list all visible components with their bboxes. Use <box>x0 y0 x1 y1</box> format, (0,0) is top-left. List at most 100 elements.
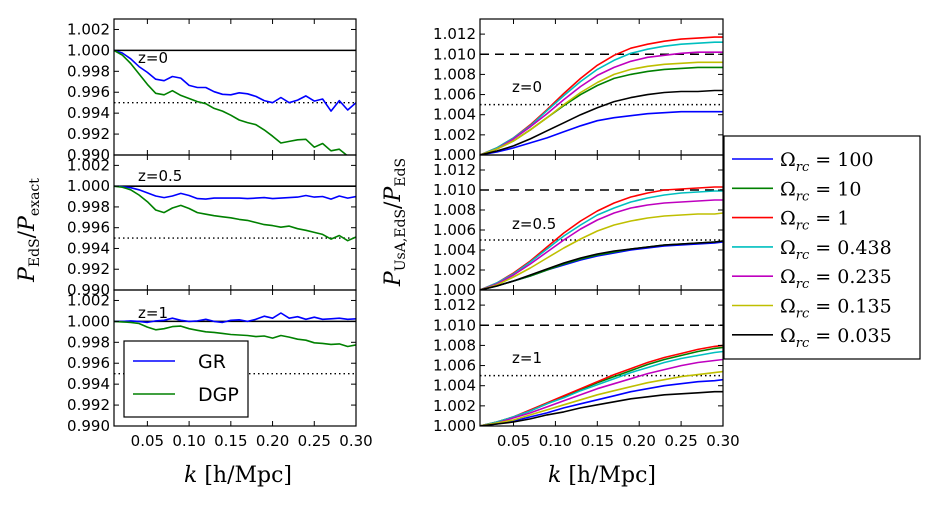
x-tick-label: 0.20 <box>623 432 656 450</box>
y-tick-label: 1.006 <box>433 357 476 375</box>
y-tick-label: 0.998 <box>67 198 110 216</box>
y-tick-label: 0.996 <box>67 83 110 101</box>
left-panel-1: 1.002 1.000 0.998 0.996 0.994 0.992 0.990 z=0 <box>67 18 357 164</box>
series-100-line <box>480 378 723 426</box>
y-tick-label: 1.002 <box>433 126 476 144</box>
y-tick-label: 1.012 <box>433 296 476 314</box>
series-10-line <box>480 240 723 290</box>
x-tick-label: 0.20 <box>256 432 289 450</box>
legend-label-0-035: Ωrc = 0.035 <box>780 325 892 351</box>
x-tick-label: 0.25 <box>664 432 697 450</box>
series-0-438-line <box>480 350 723 426</box>
series-0-235-line <box>480 199 723 290</box>
series-group <box>480 186 723 290</box>
series-DGP-line <box>114 49 348 155</box>
x-tick-label: 0.25 <box>298 432 331 450</box>
y-tick-label: 0.990 <box>67 281 110 299</box>
legend-label-10: Ωrc = 10 <box>780 178 861 204</box>
right-panel-2: 1.012 1.010 1.008 1.006 1.004 1.002 1.000 z=0.5 <box>433 154 724 299</box>
y-tick-label: 1.000 <box>433 417 476 435</box>
y-tick-label: 1.000 <box>67 177 110 195</box>
x-tick-label: 0.05 <box>497 432 530 450</box>
panel-label: z=0 <box>512 78 542 96</box>
x-tick-label: 0.10 <box>539 432 572 450</box>
y-tick-label: 1.000 <box>433 146 476 164</box>
y-tick-label: 0.994 <box>67 239 110 257</box>
y-tick-label: 1.004 <box>433 377 476 395</box>
y-tick-label: 1.010 <box>433 181 476 199</box>
y-tick-label: 0.992 <box>67 260 110 278</box>
plot-area: 1.0021.0000.9980.9960.9940.9920.990z=01.… <box>67 18 740 450</box>
legend-frame <box>123 340 249 418</box>
y-tick-label: 1.010 <box>433 316 476 334</box>
legend-label-1: Ωrc = 1 <box>780 208 849 234</box>
y-tick-label: 1.006 <box>433 221 476 239</box>
series-0-135-line <box>480 61 723 155</box>
y-tick-label: 1.008 <box>433 65 476 83</box>
panel-label: z=1 <box>512 349 542 367</box>
series-DGP-line <box>114 320 356 348</box>
series-GR-line <box>114 49 356 112</box>
y-tick-label: 1.000 <box>433 281 476 299</box>
y-tick-label: 1.002 <box>67 156 110 174</box>
series-0-235-line <box>480 51 723 155</box>
x-tick-label: 0.10 <box>172 432 205 450</box>
left-ylabel: PEdS/Pexact <box>15 178 43 283</box>
left-xlabel: k [h/Mpc] <box>184 463 292 488</box>
panel-label: z=0 <box>138 49 168 67</box>
legend-label-0-235: Ωrc = 0.235 <box>780 266 892 292</box>
y-tick-label: 1.006 <box>433 86 476 104</box>
panel-label: z=0.5 <box>512 215 556 233</box>
y-tick-label: 1.002 <box>67 291 110 309</box>
y-tick-label: 1.008 <box>433 201 476 219</box>
y-tick-label: 1.012 <box>433 25 476 43</box>
x-tick-label: 0.15 <box>581 432 614 450</box>
left-panel-3: 1.002 1.000 0.998 0.996 0.994 0.992 0.990 z=1 <box>67 289 357 435</box>
y-tick-label: 1.002 <box>433 261 476 279</box>
series-group <box>114 49 356 155</box>
series-GR-line <box>114 185 356 200</box>
right-ylabel: PUsA,EdS/PEdS <box>381 158 409 287</box>
panel-label: z=0.5 <box>138 167 182 185</box>
y-tick-label: 0.998 <box>67 333 110 351</box>
series-0-135-line <box>480 212 723 290</box>
series-group <box>480 344 723 426</box>
series-1-line <box>480 186 723 290</box>
series-0-438-line <box>480 41 723 155</box>
legend-label-gr: GR <box>198 351 226 373</box>
series-100-line <box>480 110 723 155</box>
y-tick-label: 1.004 <box>433 106 476 124</box>
x-tick-label: 0.30 <box>706 432 739 450</box>
legend-omega: Ωrc = 100 Ωrc = 10 Ωrc = 1 Ωrc = 0.438 Ωrc =… <box>723 135 921 360</box>
legend-gr-dgp: GR DGP <box>123 340 249 418</box>
series-100-line <box>480 241 723 290</box>
y-tick-label: 1.012 <box>433 161 476 179</box>
y-tick-label: 0.992 <box>67 125 110 143</box>
series-DGP-line <box>114 185 356 242</box>
x-tick-label: 0.30 <box>339 432 372 450</box>
series-GR-line <box>114 312 356 324</box>
y-tick-label: 1.000 <box>67 312 110 330</box>
y-tick-label: 0.994 <box>67 104 110 122</box>
series-0-035-line <box>480 89 723 155</box>
series-group <box>114 185 356 242</box>
panel-frame <box>479 289 724 427</box>
right-panel-1: 1.012 1.010 1.008 1.006 1.004 1.002 1.000 z=0 <box>433 18 724 164</box>
legend-label-dgp: DGP <box>198 384 239 406</box>
y-tick-label: 0.998 <box>67 62 110 80</box>
y-tick-label: 0.992 <box>67 396 110 414</box>
panel-label: z=1 <box>138 304 168 322</box>
series-0-035-line <box>480 390 723 426</box>
series-0-135-line <box>480 370 723 426</box>
series-0-235-line <box>480 358 723 426</box>
y-tick-label: 0.990 <box>67 146 110 164</box>
y-tick-label: 0.990 <box>67 417 110 435</box>
y-tick-label: 0.996 <box>67 354 110 372</box>
legend-label-0-135: Ωrc = 0.135 <box>780 296 892 322</box>
legend-label-0-438: Ωrc = 0.438 <box>780 237 892 263</box>
y-tick-label: 1.010 <box>433 45 476 63</box>
legend-label-100: Ωrc = 100 <box>780 149 874 175</box>
y-tick-label: 1.002 <box>67 20 110 38</box>
x-tick-label: 0.15 <box>214 432 247 450</box>
